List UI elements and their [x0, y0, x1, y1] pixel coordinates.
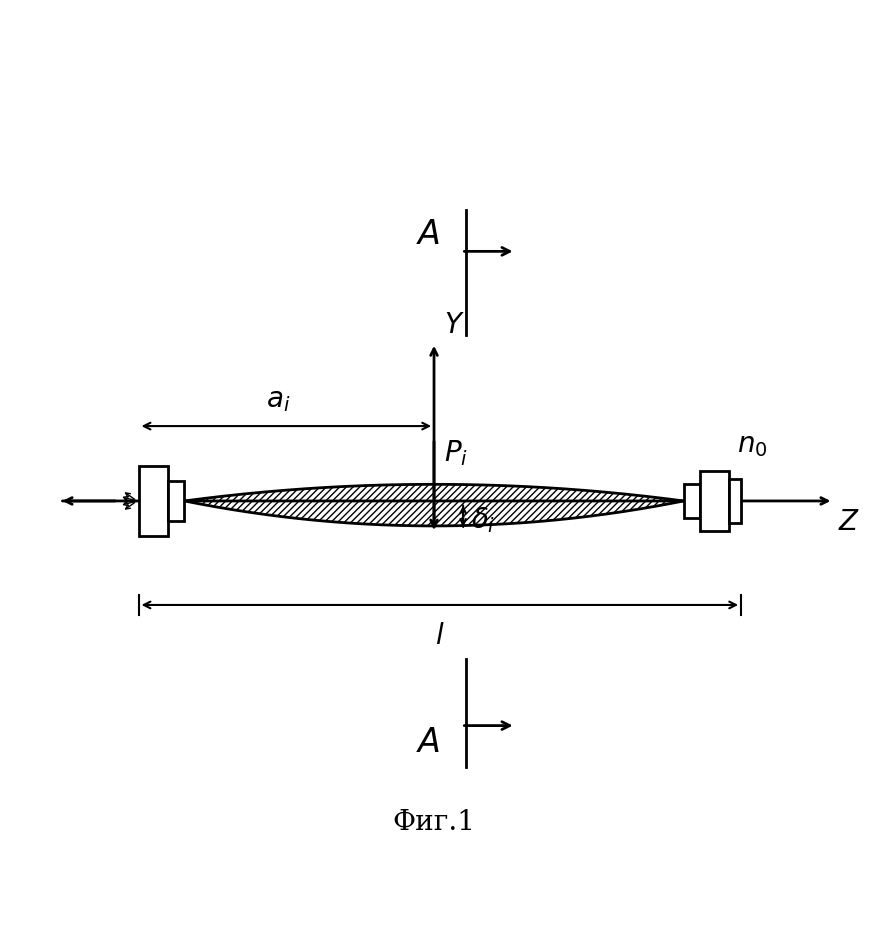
Text: Фиг.1: Фиг.1 [393, 809, 475, 836]
Bar [168, 481, 185, 521]
Text: $A$: $A$ [416, 218, 440, 251]
Text: $Y$: $Y$ [444, 310, 464, 339]
Text: $a_i$: $a_i$ [266, 386, 290, 413]
Text: $\delta_i$: $\delta_i$ [472, 506, 496, 535]
Text: $A$: $A$ [416, 725, 440, 759]
Text: $n_0$: $n_0$ [737, 430, 767, 459]
Text: $P_i$: $P_i$ [444, 439, 468, 468]
Text: $Z$: $Z$ [838, 507, 860, 536]
Text: $l$: $l$ [435, 622, 445, 649]
Bar [730, 479, 741, 523]
Bar [138, 466, 168, 536]
Bar [684, 485, 700, 518]
Bar [700, 471, 730, 531]
